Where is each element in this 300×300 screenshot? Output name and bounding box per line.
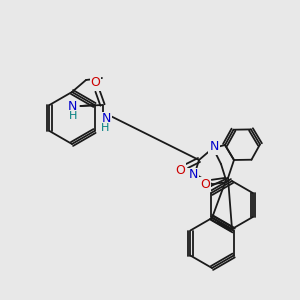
Text: N: N xyxy=(188,169,198,182)
Text: H: H xyxy=(101,123,110,133)
Text: H: H xyxy=(69,111,78,121)
Text: N: N xyxy=(102,112,111,125)
Text: O: O xyxy=(175,164,185,176)
Text: N: N xyxy=(209,140,219,154)
Text: N: N xyxy=(68,100,77,113)
Text: O: O xyxy=(91,76,100,89)
Text: O: O xyxy=(200,178,210,190)
